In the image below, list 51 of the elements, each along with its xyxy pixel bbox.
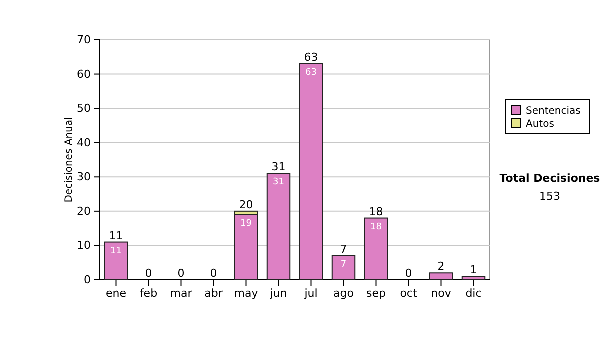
total-label: 0 bbox=[405, 267, 412, 280]
data-label: 31 bbox=[273, 178, 284, 188]
bar bbox=[364, 218, 388, 280]
total-label: 18 bbox=[369, 205, 384, 218]
bar bbox=[332, 256, 356, 280]
data-label: 18 bbox=[370, 222, 382, 232]
data-label: 11 bbox=[110, 246, 122, 256]
x-tick-label: feb bbox=[140, 286, 158, 300]
bar bbox=[234, 214, 258, 280]
y-tick-label: 60 bbox=[77, 68, 91, 81]
x-tick-label: oct bbox=[400, 286, 418, 300]
bar bbox=[266, 173, 291, 280]
bar bbox=[104, 242, 128, 280]
data-label: 7 bbox=[340, 260, 347, 270]
total-label: 11 bbox=[109, 229, 124, 242]
x-tick-label: sep bbox=[366, 286, 386, 300]
bar bbox=[429, 272, 454, 280]
text: Total Decisiones bbox=[500, 172, 600, 185]
total-label: 31 bbox=[272, 160, 286, 174]
y-tick-label: 70 bbox=[77, 34, 91, 47]
total-label: 7 bbox=[340, 243, 348, 256]
legend-label: Sentencias bbox=[526, 106, 581, 117]
total-label: 0 bbox=[145, 267, 152, 280]
total-label: 20 bbox=[239, 198, 254, 212]
x-tick-label: jun bbox=[269, 286, 288, 300]
y-tick-label: 50 bbox=[77, 102, 91, 116]
data-label: 19 bbox=[240, 218, 252, 229]
x-tick-label: may bbox=[234, 286, 259, 300]
text: 153 bbox=[540, 190, 560, 203]
x-tick-label: nov bbox=[431, 286, 452, 300]
x-tick-label: ago bbox=[334, 286, 354, 300]
y-tick-label: 20 bbox=[77, 204, 91, 218]
bar bbox=[462, 276, 486, 280]
total-label: 2 bbox=[438, 260, 445, 274]
y-tick-label: 30 bbox=[77, 170, 91, 184]
legend-label: Autos bbox=[526, 119, 554, 130]
y-tick-label: 10 bbox=[77, 239, 91, 252]
total-label: 0 bbox=[178, 267, 185, 280]
x-tick-label: abr bbox=[204, 286, 224, 300]
data-label: 63 bbox=[306, 68, 317, 78]
total-label: 1 bbox=[470, 264, 478, 277]
x-tick-label: mar bbox=[170, 286, 193, 300]
total-label: 0 bbox=[210, 267, 218, 280]
y-tick-label: 40 bbox=[77, 136, 91, 150]
bar bbox=[299, 64, 324, 280]
total-label: 63 bbox=[304, 51, 318, 64]
x-tick-label: dic bbox=[466, 286, 482, 300]
x-tick-label: jul bbox=[304, 286, 318, 300]
x-tick-label: ene bbox=[106, 286, 127, 300]
y-axis-title: Decisiones Anual bbox=[64, 117, 75, 203]
y-tick-label: 0 bbox=[84, 274, 91, 287]
